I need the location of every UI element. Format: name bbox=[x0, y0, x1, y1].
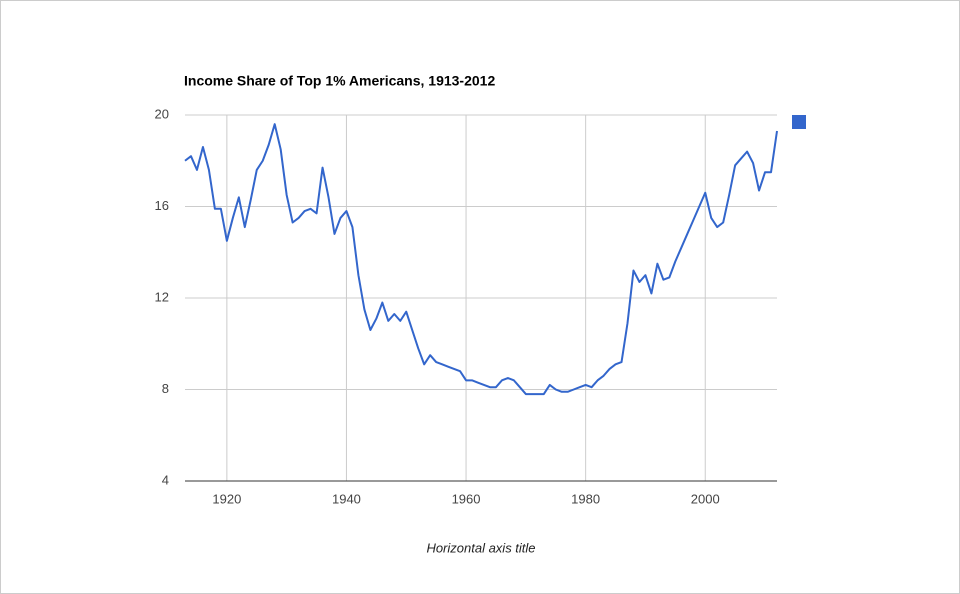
y-tick-label: 4 bbox=[162, 472, 169, 487]
x-tick-label: 1980 bbox=[571, 491, 600, 506]
x-tick-label: 1960 bbox=[452, 491, 481, 506]
x-tick-label: 1940 bbox=[332, 491, 361, 506]
y-tick-label: 8 bbox=[162, 381, 169, 396]
y-tick-label: 12 bbox=[155, 289, 169, 304]
x-tick-label: 1920 bbox=[212, 491, 241, 506]
x-tick-label: 2000 bbox=[691, 491, 720, 506]
x-axis-title: Horizontal axis title bbox=[426, 540, 535, 555]
line bbox=[184, 123, 778, 396]
y-tick-label: 16 bbox=[155, 198, 169, 213]
y-tick-label: 20 bbox=[155, 106, 169, 121]
chart-title: Income Share of Top 1% Americans, 1913-2… bbox=[184, 73, 495, 89]
legend-swatch bbox=[792, 115, 806, 129]
